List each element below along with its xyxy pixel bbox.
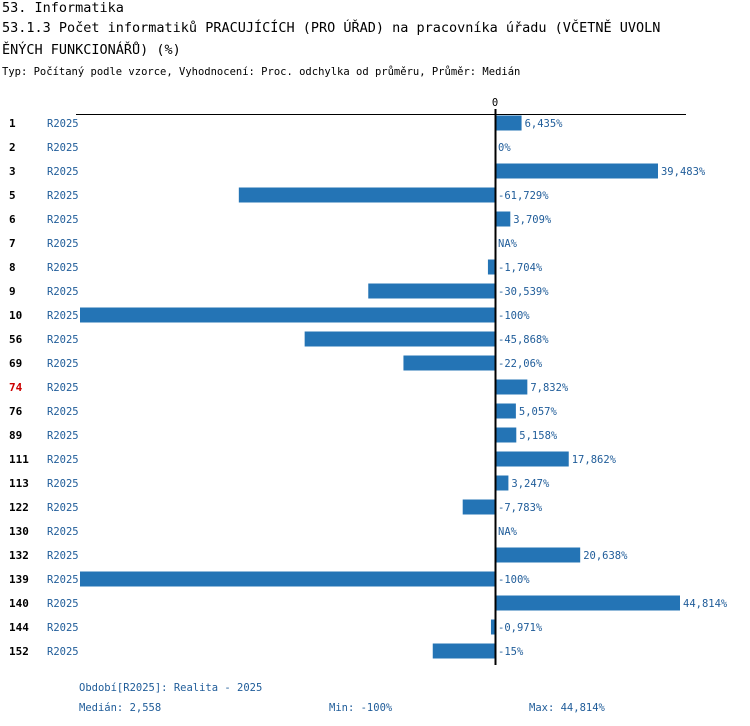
bar — [80, 571, 495, 587]
category-label: 56 — [9, 333, 23, 346]
category-label: 7 — [9, 237, 16, 250]
data-label: 5,158% — [519, 430, 558, 442]
bar — [495, 163, 658, 179]
chart-title-line1: 53. Informatika — [2, 0, 124, 16]
footer-max: Max: 44,814% — [529, 702, 605, 714]
series-label: R2025 — [47, 262, 79, 274]
bar — [495, 451, 569, 467]
data-label: -22,06% — [498, 358, 543, 370]
category-label: 152 — [9, 645, 29, 658]
series-label: R2025 — [47, 430, 79, 442]
footer-median: Medián: 2,558 — [79, 702, 162, 714]
bar — [495, 403, 516, 419]
chart-subtitle: Typ: Počítaný podle vzorce, Vyhodnocení:… — [2, 66, 521, 78]
category-label: 6 — [9, 213, 16, 226]
series-label: R2025 — [47, 454, 79, 466]
series-label: R2025 — [47, 310, 79, 322]
series-label: R2025 — [47, 334, 79, 346]
category-label: 89 — [9, 429, 22, 442]
category-label: 122 — [9, 501, 29, 514]
category-label: 3 — [9, 165, 16, 178]
data-label: -0,971% — [498, 622, 543, 634]
data-label: -100% — [498, 310, 530, 322]
bar — [462, 499, 495, 515]
series-label: R2025 — [47, 142, 79, 154]
category-label: 139 — [9, 573, 29, 586]
data-label: 7,832% — [530, 382, 569, 394]
series-label: R2025 — [47, 118, 79, 130]
data-label: -45,868% — [498, 334, 549, 346]
data-label: 3,709% — [513, 214, 552, 226]
series-label: R2025 — [47, 526, 79, 538]
data-label: -7,783% — [498, 502, 543, 514]
bar — [495, 211, 511, 227]
category-label: 111 — [9, 453, 29, 466]
bar — [495, 595, 680, 611]
series-label: R2025 — [47, 358, 79, 370]
category-label: 113 — [9, 477, 29, 490]
category-label: 69 — [9, 357, 22, 370]
bar — [495, 547, 581, 563]
series-label: R2025 — [47, 406, 79, 418]
bar — [432, 643, 495, 659]
data-label: -61,729% — [498, 190, 549, 202]
bar — [80, 307, 495, 323]
footer-min: Min: -100% — [329, 702, 393, 714]
category-label: 76 — [9, 405, 23, 418]
category-label: 130 — [9, 525, 29, 538]
series-label: R2025 — [47, 382, 79, 394]
zero-tick-label: 0 — [492, 97, 498, 109]
bar — [403, 355, 495, 371]
data-label: 5,057% — [519, 406, 558, 418]
data-label: 44,814% — [683, 598, 728, 610]
data-label: NA% — [498, 526, 518, 538]
series-label: R2025 — [47, 598, 79, 610]
data-label: -30,539% — [498, 286, 549, 298]
data-label: 6,435% — [525, 118, 564, 130]
category-label: 1 — [9, 117, 16, 130]
data-label: NA% — [498, 238, 518, 250]
data-label: 39,483% — [661, 166, 706, 178]
bar — [487, 259, 495, 275]
series-label: R2025 — [47, 478, 79, 490]
series-label: R2025 — [47, 238, 79, 250]
bar — [368, 283, 495, 299]
series-label: R2025 — [47, 550, 79, 562]
category-label: 2 — [9, 141, 16, 154]
data-label: -100% — [498, 574, 530, 586]
bar — [495, 115, 522, 131]
series-label: R2025 — [47, 646, 79, 658]
data-label: -15% — [498, 646, 524, 658]
chart-title-line3: ĚNÝCH FUNKCIONÁŘŮ) (%) — [2, 42, 181, 58]
series-label: R2025 — [47, 286, 79, 298]
series-label: R2025 — [47, 190, 79, 202]
series-label: R2025 — [47, 502, 79, 514]
bar — [495, 475, 509, 491]
bar — [495, 379, 528, 395]
series-label: R2025 — [47, 166, 79, 178]
category-label: 74 — [9, 381, 23, 394]
bar — [238, 187, 495, 203]
category-label: 140 — [9, 597, 29, 610]
series-label: R2025 — [47, 622, 79, 634]
bar — [490, 619, 495, 635]
data-label: 3,247% — [511, 478, 550, 490]
data-label: 0% — [498, 142, 511, 154]
data-label: 17,862% — [572, 454, 617, 466]
data-label: 20,638% — [583, 550, 628, 562]
category-label: 5 — [9, 189, 16, 202]
chart-title-line2: 53.1.3 Počet informatiků PRACUJÍCÍCH (PR… — [2, 20, 661, 36]
category-label: 8 — [9, 261, 16, 274]
bar — [304, 331, 495, 347]
series-label: R2025 — [47, 214, 79, 226]
category-label: 132 — [9, 549, 29, 562]
footer-period: Období[R2025]: Realita - 2025 — [79, 682, 263, 694]
data-label: -1,704% — [498, 262, 543, 274]
bar — [495, 427, 517, 443]
category-label: 144 — [9, 621, 29, 634]
series-label: R2025 — [47, 574, 79, 586]
category-label: 9 — [9, 285, 16, 298]
category-label: 10 — [9, 309, 22, 322]
